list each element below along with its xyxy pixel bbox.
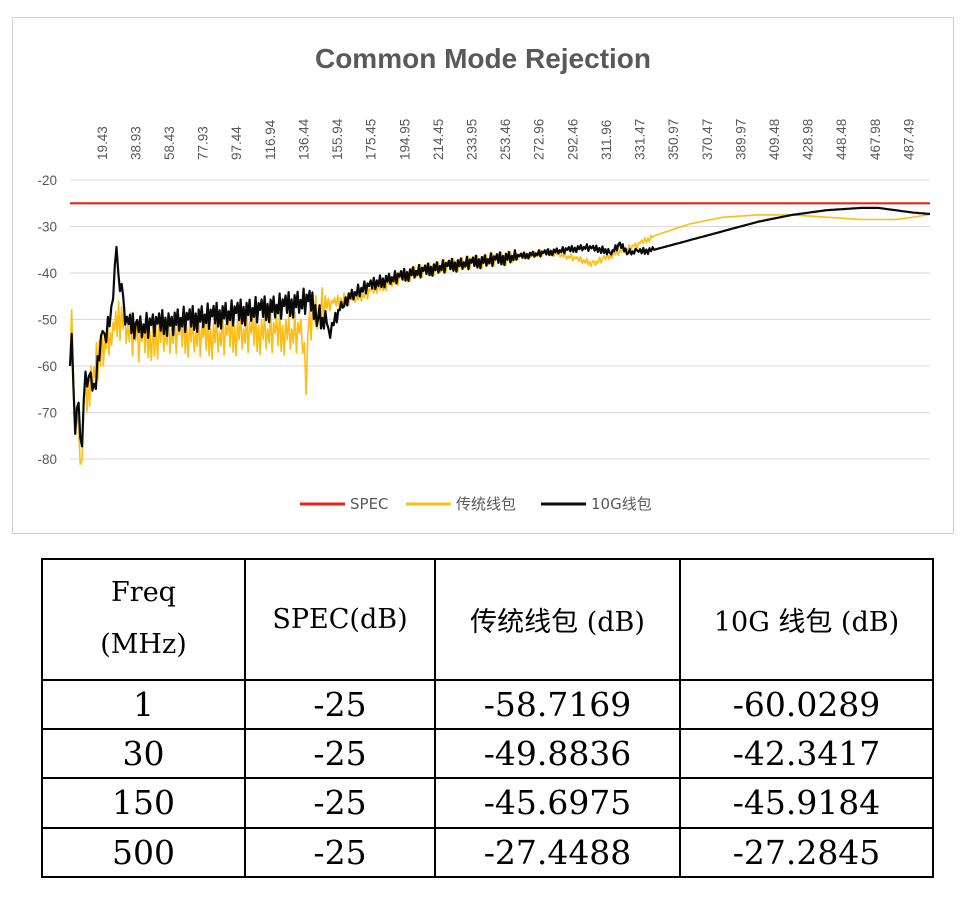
cell-freq: 150 [41, 777, 246, 829]
cell-trad: -58.7169 [434, 678, 681, 731]
legend: SPEC 传统线包 10G线包 [300, 495, 652, 513]
x-tick-label: 350.97 [666, 119, 681, 160]
y-tick-label: -80 [37, 452, 57, 467]
x-tick-label: 116.94 [263, 119, 278, 160]
results-table: Freq (MHz) SPEC(dB) 传统线包 (dB) 10G 线包 (dB… [41, 558, 934, 879]
header-freq: Freq (MHz) [41, 558, 246, 681]
x-tick-label: 194.95 [397, 119, 412, 160]
x-tick-label: 311.96 [599, 120, 614, 160]
x-tick-label: 77.93 [196, 126, 211, 160]
y-tick-labels: -20 -30 -40 -50 -60 -70 -80 [37, 173, 57, 467]
y-tick-label: -50 [37, 313, 57, 328]
legend-label: SPEC [350, 495, 389, 513]
common-mode-rejection-chart: Common Mode Rejection 19.43 38.93 58.43 77.… [37, 43, 931, 513]
y-tick-label: -20 [37, 173, 57, 188]
y-tick-label: -60 [37, 359, 57, 374]
x-tick-label: 97.44 [229, 126, 244, 160]
x-tick-label: 448.48 [834, 119, 849, 160]
cell-freq: 1 [41, 678, 246, 731]
chart-frame: Common Mode Rejection 19.43 38.93 58.43 77.… [12, 17, 954, 534]
y-tick-label: -70 [37, 406, 57, 421]
x-tick-label: 233.95 [464, 119, 479, 160]
chart-title: Common Mode Rejection [315, 43, 651, 74]
cell-trad: -49.8836 [434, 728, 681, 780]
x-tick-labels: 19.43 38.93 58.43 77.93 97.44 116.94 136.44 155… [95, 118, 917, 160]
cell-spec: -25 [244, 777, 436, 829]
x-tick-label: 292.46 [565, 119, 580, 160]
table-header-row: Freq (MHz) SPEC(dB) 传统线包 (dB) 10G 线包 (dB… [41, 558, 934, 681]
x-tick-label: 155.94 [330, 118, 345, 160]
series-line-10g [68, 206, 931, 448]
x-tick-label: 467.98 [868, 119, 883, 160]
x-tick-label: 409.48 [767, 119, 782, 160]
table-row: 1 -25 -58.7169 -60.0289 [41, 678, 934, 731]
x-tick-label: 370.47 [700, 119, 715, 160]
x-tick-label: 19.43 [95, 126, 110, 160]
x-tick-label: 136.44 [296, 118, 311, 160]
cell-trad: -45.6975 [434, 777, 681, 829]
x-tick-label: 175.45 [364, 119, 379, 160]
cell-10g: -60.0289 [679, 678, 934, 731]
x-tick-label: 38.93 [128, 126, 143, 160]
series-lines [68, 202, 931, 466]
x-tick-label: 214.45 [431, 119, 446, 160]
x-tick-label: 253.46 [498, 119, 513, 160]
table-row: 150 -25 -45.6975 -45.9184 [41, 777, 934, 829]
x-tick-label: 487.49 [901, 119, 916, 160]
header-freq-line2: (MHz) [100, 629, 187, 661]
cell-10g: -42.3417 [679, 728, 934, 780]
cell-10g: -45.9184 [679, 777, 934, 829]
x-tick-label: 389.97 [733, 119, 748, 160]
x-tick-label: 331.47 [633, 119, 648, 160]
y-tick-label: -30 [37, 220, 57, 235]
x-tick-label: 58.43 [162, 126, 177, 160]
x-tick-label: 272.96 [532, 119, 547, 160]
cell-spec: -25 [244, 678, 436, 731]
cell-spec: -25 [244, 728, 436, 780]
cell-freq: 500 [41, 826, 246, 879]
y-tick-label: -40 [37, 266, 57, 281]
legend-label: 10G线包 [591, 495, 652, 513]
table-row: 30 -25 -49.8836 -42.3417 [41, 728, 934, 780]
header-spec: SPEC(dB) [244, 558, 436, 681]
table-row: 500 -25 -27.4488 -27.2845 [41, 826, 934, 879]
cell-spec: -25 [244, 826, 436, 879]
cell-10g: -27.2845 [679, 826, 934, 879]
grid-lines [70, 179, 930, 460]
cell-trad: -27.4488 [434, 826, 681, 879]
cell-freq: 30 [41, 728, 246, 780]
header-trad: 传统线包 (dB) [434, 558, 681, 681]
x-tick-label: 428.98 [801, 119, 816, 160]
legend-label: 传统线包 [456, 495, 516, 513]
header-freq-line1: Freq [111, 577, 176, 609]
header-10g: 10G 线包 (dB) [679, 558, 934, 681]
